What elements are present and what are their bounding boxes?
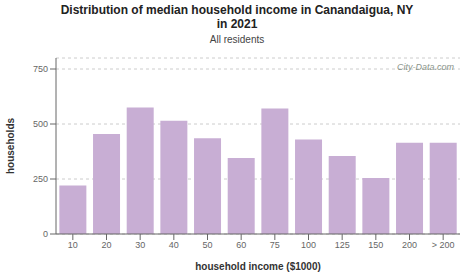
svg-text:150: 150 (368, 240, 383, 250)
svg-text:60: 60 (236, 240, 246, 250)
svg-text:> 200: > 200 (432, 240, 455, 250)
svg-text:125: 125 (335, 240, 350, 250)
svg-text:100: 100 (301, 240, 316, 250)
svg-text:200: 200 (402, 240, 417, 250)
svg-text:10: 10 (68, 240, 78, 250)
svg-text:0: 0 (43, 229, 48, 239)
svg-text:household income ($1000): household income ($1000) (195, 261, 321, 272)
svg-text:40: 40 (169, 240, 179, 250)
svg-text:75: 75 (270, 240, 280, 250)
svg-text:20: 20 (101, 240, 111, 250)
svg-text:750: 750 (33, 64, 48, 74)
svg-text:30: 30 (135, 240, 145, 250)
html-text:City-Data.com: City-Data.com (397, 62, 454, 72)
html-text:Distribution of median househo: Distribution of median household income … (60, 3, 414, 17)
html-text:in 2021: in 2021 (216, 17, 258, 31)
svg-text:50: 50 (202, 240, 212, 250)
svg-text:500: 500 (33, 119, 48, 129)
svg-text:households: households (8, 118, 16, 175)
html-text:All residents: All residents (209, 34, 265, 45)
svg-text:250: 250 (33, 174, 48, 184)
